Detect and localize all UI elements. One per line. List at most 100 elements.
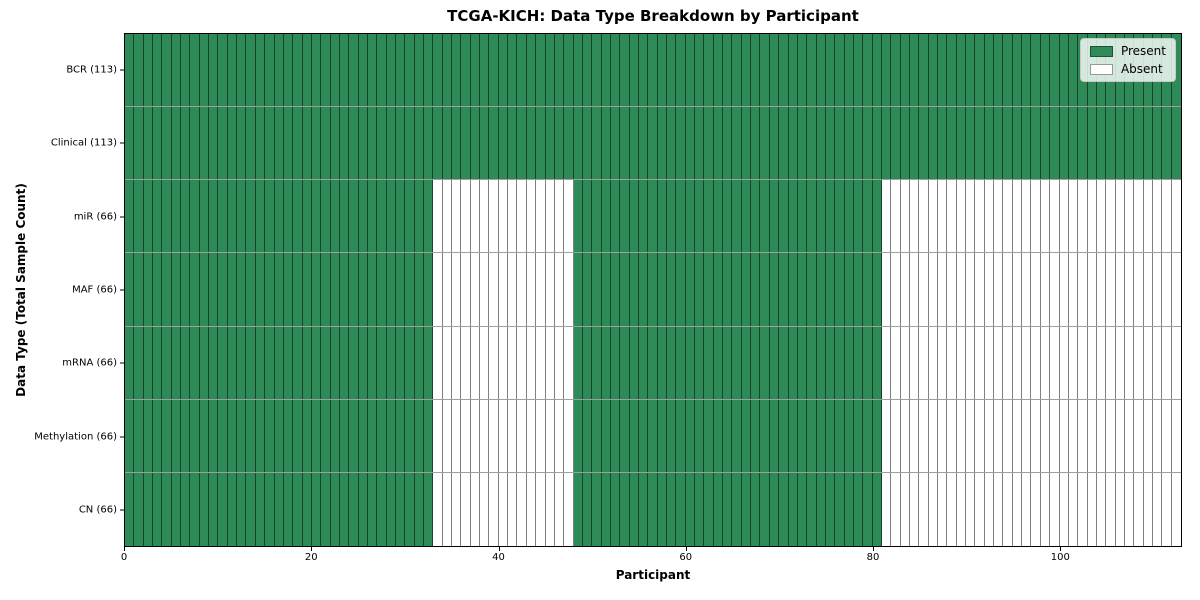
heatmap-cell	[265, 180, 275, 253]
heatmap-cell	[975, 399, 985, 472]
heatmap-cell	[751, 472, 761, 546]
heatmap-cell	[367, 253, 378, 326]
heatmap-cell	[1143, 399, 1153, 472]
heatmap-cell	[1171, 107, 1181, 180]
heatmap-cell	[667, 253, 677, 326]
heatmap-cell	[190, 180, 200, 253]
chart-title: TCGA-KICH: Data Type Breakdown by Partic…	[447, 7, 859, 25]
heatmap-cell	[339, 399, 350, 472]
heatmap-cell	[760, 107, 770, 180]
x-tick-label: 60	[679, 552, 693, 563]
heatmap-cell	[199, 107, 210, 180]
heatmap-cell	[629, 180, 639, 253]
heatmap-cell	[900, 34, 910, 107]
heatmap-cell	[704, 180, 714, 253]
heatmap-cell	[900, 326, 910, 399]
heatmap-cell	[928, 472, 939, 546]
heatmap-cell	[321, 34, 331, 107]
heatmap-cell	[610, 34, 621, 107]
heatmap-cell	[788, 253, 798, 326]
heatmap-cell	[554, 34, 565, 107]
heatmap-cell	[377, 472, 387, 546]
heatmap-cell	[227, 472, 238, 546]
heatmap-cell	[1115, 253, 1125, 326]
heatmap-cell	[498, 399, 509, 472]
heatmap-cell	[872, 107, 882, 180]
heatmap-cell	[938, 472, 948, 546]
heatmap-cell	[676, 34, 686, 107]
heatmap-cell	[966, 326, 976, 399]
heatmap-cell	[816, 107, 826, 180]
heatmap-cell	[807, 180, 817, 253]
heatmap-cell	[1078, 253, 1088, 326]
heatmap-cell	[1040, 107, 1051, 180]
heatmap-cell	[134, 180, 144, 253]
heatmap-cell	[246, 326, 256, 399]
heatmap-cell	[321, 399, 331, 472]
heatmap-cell	[751, 399, 761, 472]
heatmap-cell	[844, 399, 854, 472]
heatmap-row-Methylation	[125, 399, 1181, 473]
heatmap-cell	[209, 399, 219, 472]
heatmap-cell	[1003, 253, 1013, 326]
heatmap-cell	[984, 253, 995, 326]
heatmap-cell	[825, 399, 836, 472]
heatmap-cell	[554, 180, 565, 253]
heatmap-cell	[582, 399, 593, 472]
heatmap-row-miR	[125, 180, 1181, 254]
heatmap-cell	[919, 399, 929, 472]
heatmap-cell	[377, 34, 387, 107]
heatmap-cell	[489, 399, 499, 472]
heatmap-cell	[1031, 107, 1041, 180]
heatmap-cell	[461, 326, 471, 399]
heatmap-cell	[237, 399, 247, 472]
x-axis-tick	[873, 547, 875, 551]
heatmap-cell	[760, 34, 770, 107]
heatmap-cell	[769, 253, 780, 326]
heatmap-cell	[339, 253, 350, 326]
heatmap-cell	[255, 180, 266, 253]
heatmap-cell	[984, 34, 995, 107]
heatmap-cell	[835, 107, 845, 180]
heatmap-cell	[695, 326, 705, 399]
heatmap-cell	[825, 253, 836, 326]
heatmap-row-mRNA	[125, 326, 1181, 400]
heatmap-cell	[508, 107, 518, 180]
legend-swatch-present	[1089, 45, 1113, 57]
heatmap-cell	[582, 34, 593, 107]
heatmap-cell	[1040, 180, 1051, 253]
heatmap-cell	[349, 34, 359, 107]
heatmap-cell	[891, 472, 901, 546]
heatmap-cell	[648, 472, 658, 546]
heatmap-cell	[255, 399, 266, 472]
heatmap-cell	[1143, 180, 1153, 253]
heatmap-cell	[610, 253, 621, 326]
heatmap-cell	[209, 472, 219, 546]
heatmap-cell	[984, 180, 995, 253]
heatmap-cell	[227, 107, 238, 180]
heatmap-cell	[853, 107, 864, 180]
heatmap-cell	[863, 253, 873, 326]
heatmap-cell	[975, 253, 985, 326]
heatmap-cell	[909, 326, 920, 399]
heatmap-cell	[181, 107, 191, 180]
heatmap-cell	[713, 107, 724, 180]
heatmap-cell	[470, 180, 481, 253]
heatmap-cell	[947, 34, 957, 107]
heatmap-cell	[1106, 253, 1116, 326]
heatmap-cell	[134, 107, 144, 180]
heatmap-cell	[816, 326, 826, 399]
heatmap-cell	[358, 326, 368, 399]
heatmap-cell	[405, 326, 415, 399]
heatmap-cell	[274, 326, 284, 399]
heatmap-cell	[779, 399, 789, 472]
heatmap-cell	[919, 107, 929, 180]
heatmap-cell	[676, 326, 686, 399]
heatmap-cell	[1040, 399, 1051, 472]
heatmap-cell	[835, 326, 845, 399]
heatmap-cell	[685, 326, 696, 399]
heatmap-cell	[956, 399, 967, 472]
heatmap-cell	[498, 180, 509, 253]
heatmap-cell	[237, 326, 247, 399]
heatmap-cell	[396, 34, 406, 107]
